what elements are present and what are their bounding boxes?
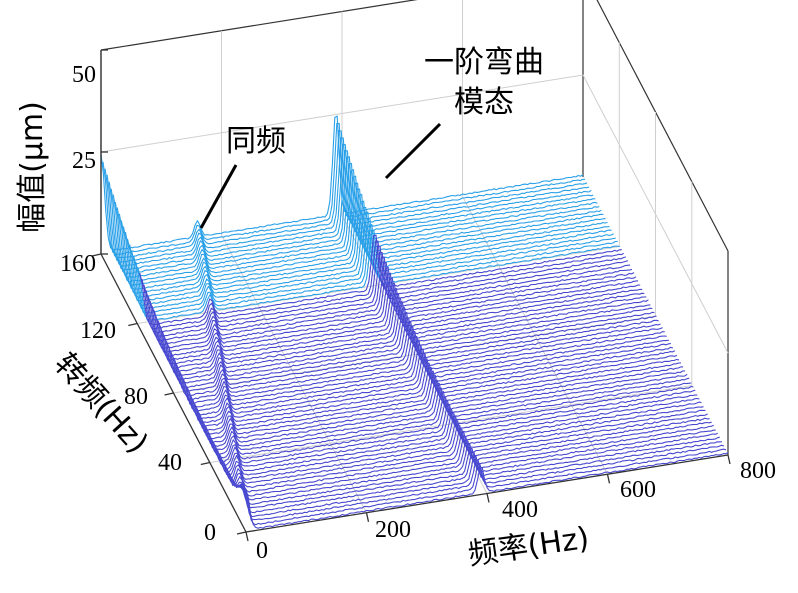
floor-gridline-s-40 bbox=[209, 385, 692, 463]
annotation-bending-mode: 一阶弯曲 模态 bbox=[384, 45, 544, 180]
annotation-bending-mode-line-2: 模态 bbox=[454, 85, 514, 120]
waterfall-trace-38 bbox=[167, 304, 651, 381]
x-axis-tick-400 bbox=[486, 493, 490, 503]
y-tick-label-120: 120 bbox=[80, 318, 116, 344]
waterfall-trace-45 bbox=[153, 272, 637, 353]
waterfall-trace-52 bbox=[139, 234, 622, 326]
waterfall-trace-50 bbox=[143, 245, 627, 333]
waterfall-trace-57 bbox=[129, 206, 612, 306]
waterfall-trace-61 bbox=[120, 182, 604, 290]
annotation-bending-mode-leader bbox=[384, 122, 442, 180]
y-axis-tick-80 bbox=[164, 392, 174, 396]
waterfall-trace-43 bbox=[157, 282, 641, 361]
annotation-bending-mode-line-1: 一阶弯曲 bbox=[424, 45, 544, 80]
waterfall-trace-44 bbox=[155, 277, 639, 357]
z-tick-label-50: 50 bbox=[72, 62, 96, 88]
y-tick-label-160: 160 bbox=[60, 251, 96, 277]
annotation-1x-label: 同频 bbox=[226, 124, 286, 159]
x-axis-tick-200 bbox=[365, 512, 370, 522]
y-tick-label-40: 40 bbox=[158, 450, 182, 476]
waterfall-trace-59 bbox=[124, 193, 608, 298]
x-tick-label-0: 0 bbox=[256, 538, 268, 564]
x-tick-labels: 0 200 400 600 800 bbox=[256, 458, 776, 564]
x-tick-label-200: 200 bbox=[375, 517, 411, 543]
z-tick-labels: 50 25 bbox=[72, 62, 96, 174]
axes-box-front bbox=[91, 49, 731, 542]
x-axis-tick-800 bbox=[727, 454, 731, 465]
annotation-1x: 同频 bbox=[199, 124, 286, 229]
y-axis-tick-160 bbox=[91, 253, 102, 257]
waterfall-trace-39 bbox=[165, 299, 649, 376]
z-axis-label: 幅值(μm) bbox=[15, 101, 50, 233]
waterfall-trace-3 bbox=[239, 441, 722, 518]
waterfall-trace-41 bbox=[161, 292, 645, 369]
x-tick-label-400: 400 bbox=[502, 497, 538, 523]
x-axis-tick-600 bbox=[606, 474, 611, 484]
annotation-1x-leader bbox=[199, 164, 238, 229]
waterfall-trace-55 bbox=[133, 218, 616, 314]
z-tick-label-25: 25 bbox=[72, 148, 96, 174]
waterfall-trace-1 bbox=[243, 448, 727, 526]
waterfall-trace-47 bbox=[149, 262, 633, 346]
waterfall-trace-53 bbox=[137, 230, 620, 321]
waterfall-trace-46 bbox=[151, 266, 635, 350]
y-axis-tick-120 bbox=[128, 322, 138, 327]
waterfall-trace-48 bbox=[147, 256, 631, 341]
waterfall-trace-2 bbox=[241, 444, 725, 521]
side-wall-gridline-z-25 bbox=[582, 74, 729, 354]
waterfall-trace-51 bbox=[141, 240, 625, 330]
back-wall-gridline-z-25 bbox=[100, 74, 584, 153]
waterfall-trace-40 bbox=[163, 296, 647, 373]
waterfall-trace-58 bbox=[126, 200, 610, 302]
waterfall-traces bbox=[100, 115, 729, 529]
x-axis-tick-0 bbox=[245, 531, 249, 542]
y-axis-tick-40 bbox=[200, 461, 210, 466]
x-axis-label: 频率(Hz) bbox=[466, 521, 591, 573]
waterfall-trace-0 bbox=[245, 452, 729, 529]
waterfall-trace-49 bbox=[145, 251, 629, 337]
waterfall-trace-54 bbox=[135, 224, 618, 317]
x-tick-label-600: 600 bbox=[620, 477, 656, 503]
y-tick-label-80: 80 bbox=[124, 384, 148, 410]
y-tick-label-0: 0 bbox=[204, 520, 216, 546]
y-axis-tick-0 bbox=[236, 531, 247, 535]
waterfall-trace-56 bbox=[131, 211, 614, 310]
y-tick-labels: 160 120 80 40 0 bbox=[60, 251, 216, 546]
x-tick-label-800: 800 bbox=[740, 458, 776, 484]
waterfall-trace-42 bbox=[159, 288, 643, 365]
